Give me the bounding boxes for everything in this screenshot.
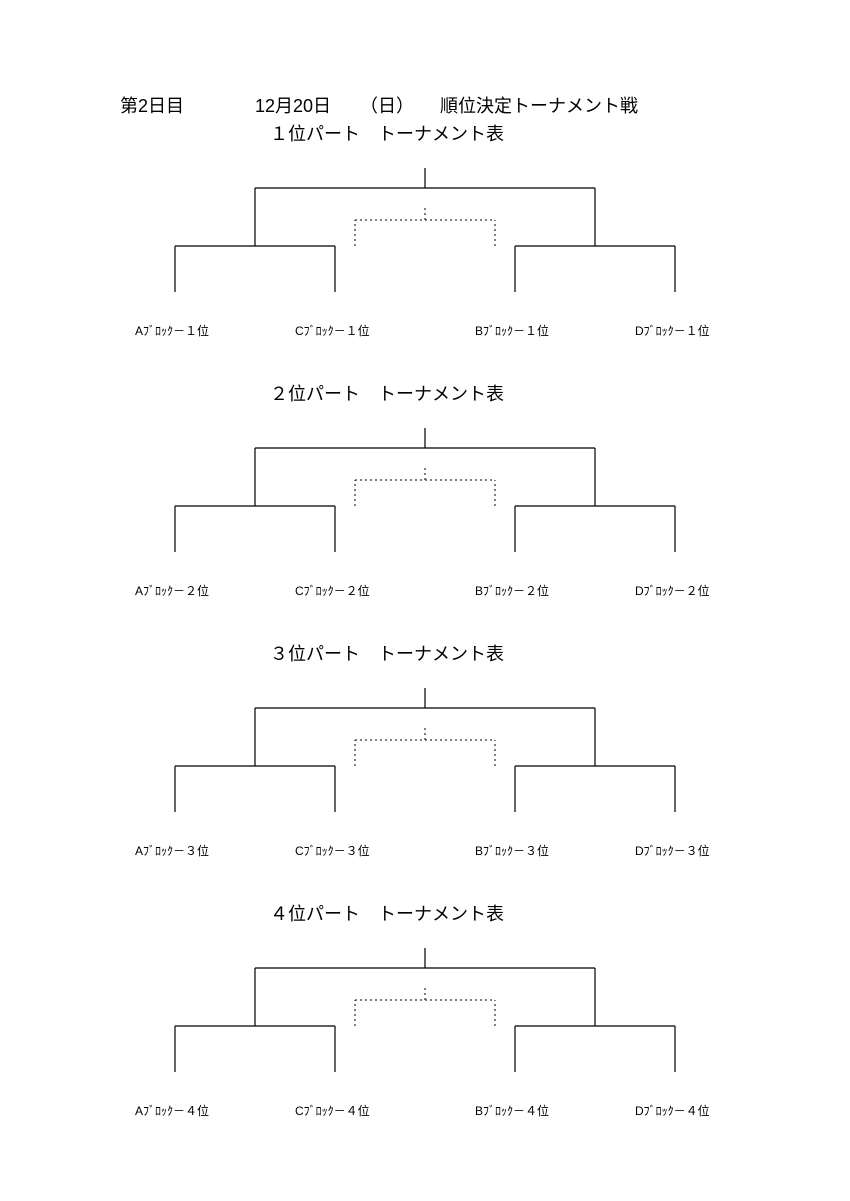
bracket-4-leaf-1: Aﾌﾞﾛｯｸ－４位 (135, 1102, 209, 1119)
page: 第2日目 12月20日 （日） 順位決定トーナメント戦 １位パート トーナメント… (0, 0, 850, 1201)
bracket-3-leaf-1: Aﾌﾞﾛｯｸ－３位 (135, 842, 209, 859)
bracket-1-leaf-3: Bﾌﾞﾛｯｸ－１位 (475, 322, 549, 339)
bracket-2-leaf-4: Dﾌﾞﾛｯｸ－２位 (635, 582, 710, 599)
bracket-3-leaf-4: Dﾌﾞﾛｯｸ－３位 (635, 842, 710, 859)
bracket-2-svg (135, 420, 715, 570)
bracket-3-svg (135, 680, 715, 830)
bracket-4-leaf-2: Cﾌﾞﾛｯｸ－４位 (295, 1102, 370, 1119)
bracket-1-leaf-4: Dﾌﾞﾛｯｸ－１位 (635, 322, 710, 339)
bracket-1-leaf-1: Aﾌﾞﾛｯｸ－１位 (135, 322, 209, 339)
bracket-3-leaf-2: Cﾌﾞﾛｯｸ－３位 (295, 842, 370, 859)
header-day: 第2日目 (120, 92, 184, 118)
bracket-2-leaf-2: Cﾌﾞﾛｯｸ－２位 (295, 582, 370, 599)
bracket-1-svg (135, 160, 715, 310)
bracket-2-title: ２位パート トーナメント表 (270, 380, 504, 406)
header-weekday: （日） (360, 92, 414, 118)
header-event: 順位決定トーナメント戦 (440, 92, 638, 118)
bracket-4-leaf-3: Bﾌﾞﾛｯｸ－４位 (475, 1102, 549, 1119)
header-date: 12月20日 (255, 92, 331, 118)
bracket-1-leaf-2: Cﾌﾞﾛｯｸ－１位 (295, 322, 370, 339)
bracket-3-leaf-3: Bﾌﾞﾛｯｸ－３位 (475, 842, 549, 859)
bracket-2-leaf-3: Bﾌﾞﾛｯｸ－２位 (475, 582, 549, 599)
bracket-1-title: １位パート トーナメント表 (270, 120, 504, 146)
bracket-4-title: ４位パート トーナメント表 (270, 900, 504, 926)
bracket-4-leaf-4: Dﾌﾞﾛｯｸ－４位 (635, 1102, 710, 1119)
bracket-3-title: ３位パート トーナメント表 (270, 640, 504, 666)
bracket-2-leaf-1: Aﾌﾞﾛｯｸ－２位 (135, 582, 209, 599)
bracket-4-svg (135, 940, 715, 1090)
